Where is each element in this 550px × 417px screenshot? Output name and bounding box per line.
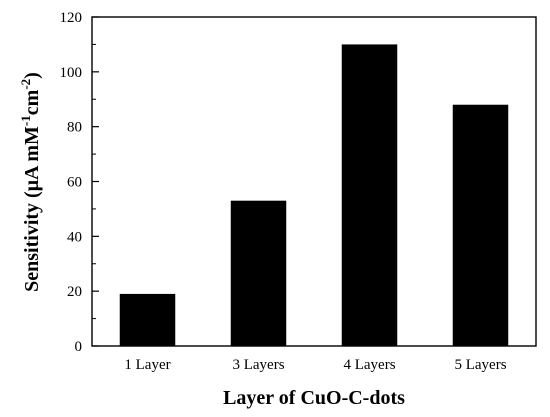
x-tick-label: 5 Layers (454, 357, 506, 373)
y-axis-title-prefix: Sensitivity (μA mM (21, 126, 43, 292)
y-tick-label: 80 (67, 120, 82, 136)
y-axis-title-exp2: -2 (18, 79, 33, 90)
bar-2 (230, 200, 287, 346)
y-tick-label: 100 (60, 65, 83, 81)
y-tick-label: 40 (67, 229, 82, 245)
bar-1 (119, 293, 176, 346)
y-axis-title-middle: cm (21, 89, 43, 115)
bar-4 (452, 104, 509, 346)
y-axis-title-suffix: ) (21, 72, 43, 79)
x-axis-title: Layer of CuO-C-dots (223, 387, 405, 409)
y-tick-label: 60 (67, 175, 82, 191)
y-tick-label: 20 (67, 284, 82, 300)
bar-3 (341, 44, 398, 347)
x-tick-label: 4 Layers (343, 357, 395, 373)
ticks-group (92, 16, 482, 347)
bars-group (119, 44, 509, 347)
y-tick-label: 0 (75, 339, 83, 355)
y-axis-title-exp1: -1 (18, 115, 33, 126)
y-axis-title: Sensitivity (μA mM-1cm-2) (18, 72, 43, 292)
y-tick-label: 120 (60, 10, 83, 26)
tick-labels-group: 1 Layer 3 Layers 4 Layers 5 Layers 0 20 40 60 80… (60, 10, 507, 373)
x-tick-label: 1 Layer (124, 357, 170, 373)
x-tick-label: 3 Layers (232, 357, 284, 373)
